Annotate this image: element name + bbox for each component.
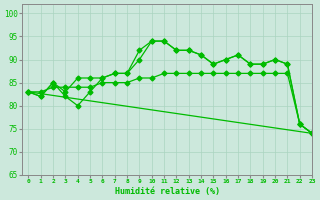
X-axis label: Humidité relative (%): Humidité relative (%) [115,187,220,196]
